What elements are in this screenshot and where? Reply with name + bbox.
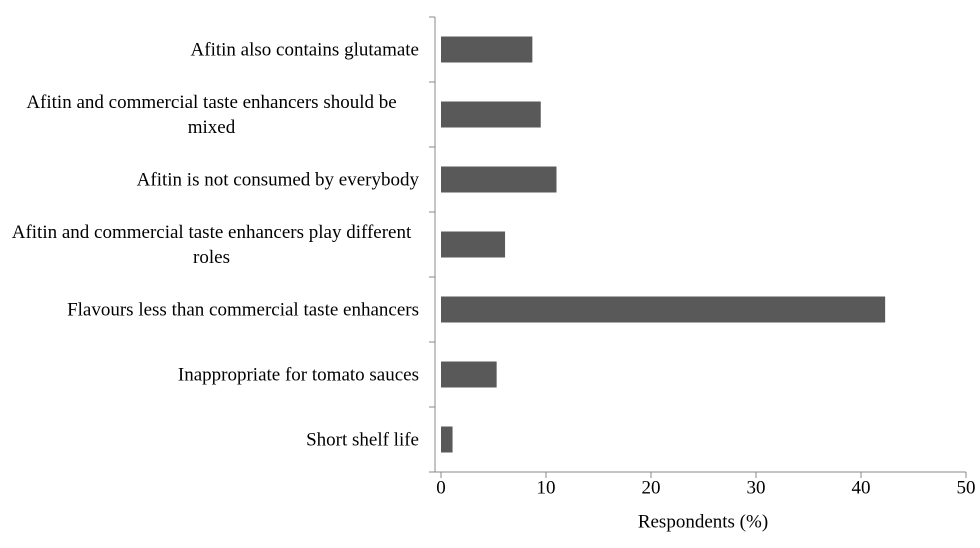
x-tick-label: 20 [642,477,661,498]
x-tick-label: 30 [747,477,766,498]
y-tick-label: Inappropriate for tomato sauces [177,364,419,385]
bar [441,231,506,258]
y-tick-label: Afitin and commercial taste enhancers sh… [26,91,397,138]
bar [441,296,886,323]
x-tick-label: 50 [957,477,976,498]
y-tick-label: Afitin and commercial taste enhancers pl… [11,221,412,268]
bar [441,361,497,388]
x-tick-label: 40 [852,477,871,498]
y-tick-label: Flavours less than commercial taste enha… [67,299,419,320]
bar [441,36,533,63]
x-tick-label: 10 [537,477,556,498]
bar [441,101,541,128]
x-tick-label: 0 [436,477,446,498]
x-axis-label: Respondents (%) [638,511,768,532]
y-tick-label: Short shelf life [306,429,419,450]
bar [441,166,557,193]
y-tick-label: Afitin also contains glutamate [190,39,419,60]
y-tick-label: Afitin is not consumed by everybody [136,169,419,190]
bar [441,426,453,453]
